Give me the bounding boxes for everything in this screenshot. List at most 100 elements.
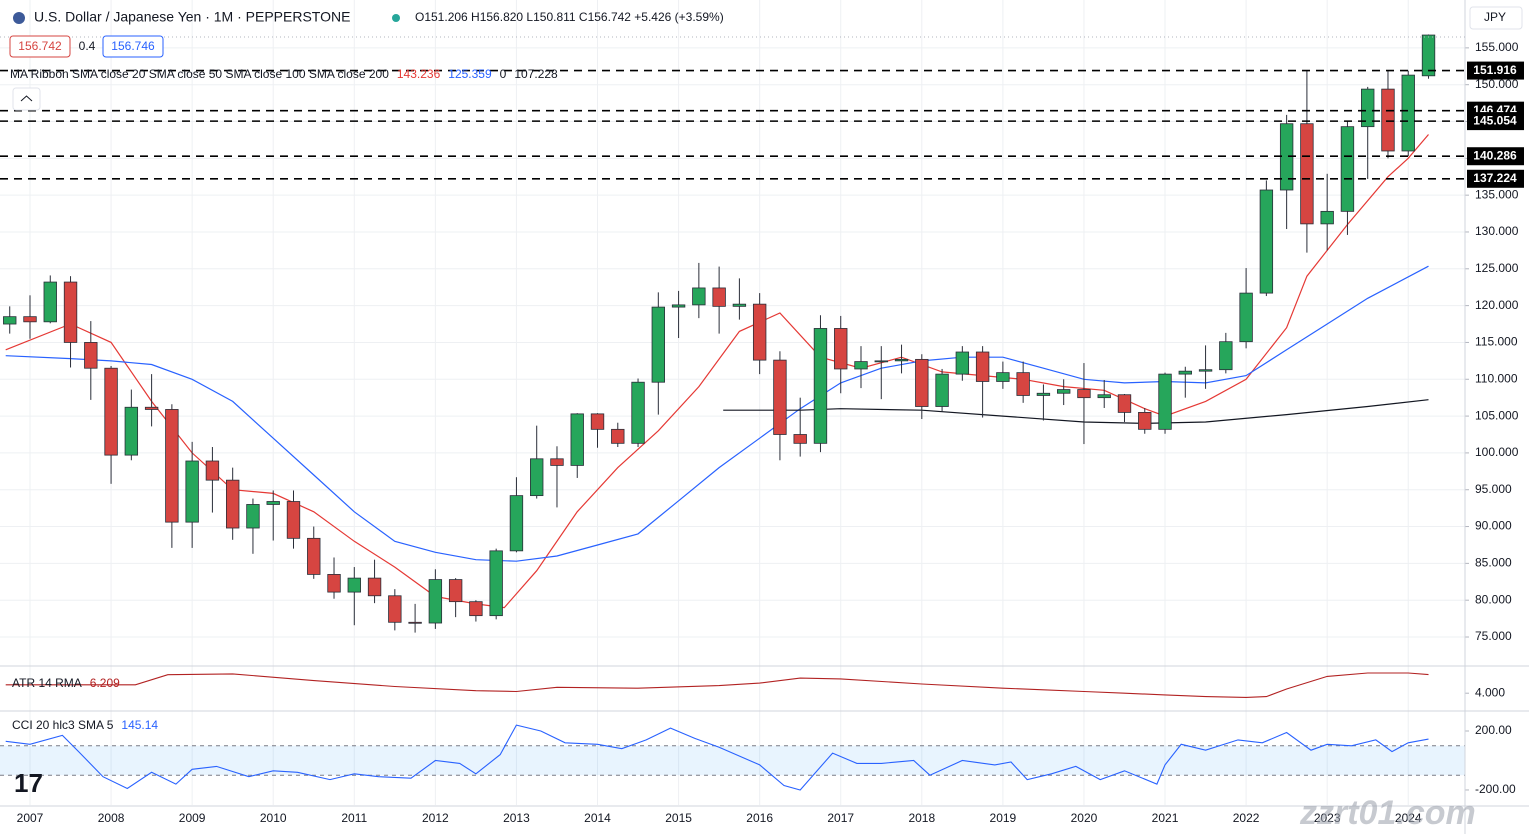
candle-body (1198, 369, 1213, 372)
candle-body (1036, 392, 1051, 396)
x-tick-label: 2015 (665, 811, 692, 825)
indicator-line (5, 672, 1429, 698)
candle-body (996, 372, 1010, 382)
candle-body (570, 413, 584, 466)
x-tick-label: 2021 (1152, 811, 1179, 825)
x-tick-label: 2007 (17, 811, 44, 825)
y-tick-label: 95.000 (1475, 482, 1512, 496)
currency-box[interactable] (1469, 6, 1523, 30)
collapse-icon (20, 95, 33, 102)
candle-body (388, 595, 402, 623)
candle-body (428, 579, 443, 624)
candle-body (793, 434, 807, 444)
indicator-name: CCI 20 hlc3 SMA 5 (12, 718, 114, 732)
x-tick-label: 2019 (990, 811, 1017, 825)
y-tick-label: 85.000 (1475, 556, 1512, 570)
x-tick-label: 2017 (827, 811, 854, 825)
level-tag (1467, 61, 1524, 80)
candle-body (813, 328, 828, 444)
tv-logo: 17 (14, 768, 43, 798)
level-label: 137.224 (1473, 171, 1517, 185)
candle-body (347, 577, 361, 593)
candle-body (1138, 412, 1152, 430)
y-tick-label: 155.000 (1475, 40, 1519, 54)
candle-body (489, 550, 503, 617)
candle-body (144, 406, 159, 410)
candle-body (1178, 370, 1192, 375)
collapse-button[interactable] (12, 87, 41, 111)
spread: 0.4 (79, 39, 96, 53)
flag-icon (13, 12, 25, 24)
candle-body (773, 359, 787, 435)
ask-box[interactable] (102, 35, 164, 58)
candle-body (104, 367, 118, 456)
y-tick-label: 4.000 (1475, 685, 1505, 699)
candle-body (307, 537, 321, 575)
y-tick-label: 75.000 (1475, 629, 1512, 643)
candle-body (165, 409, 179, 523)
candle-body (23, 316, 37, 323)
candle-body (1239, 292, 1253, 343)
ohlc: O151.206 H156.820 L150.811 C156.742 +5.4… (415, 10, 724, 24)
candle-body (1158, 373, 1172, 430)
y-tick-label: 200.00 (1475, 723, 1512, 737)
ma-legend-title: MA Ribbon SMA close 20 SMA close 50 SMA … (10, 67, 389, 81)
ma-legend: MA Ribbon SMA close 20 SMA close 50 SMA … (10, 67, 558, 81)
candle-body (1259, 189, 1274, 294)
x-tick-label: 2009 (179, 811, 206, 825)
x-tick-label: 2014 (584, 811, 611, 825)
cci-band (0, 745, 1465, 776)
candle-body (834, 328, 848, 370)
y-tick-label: 105.000 (1475, 408, 1519, 422)
candle-body (124, 406, 139, 456)
y-tick-label: 80.000 (1475, 592, 1512, 606)
candle-body (1077, 389, 1091, 399)
candle-body (266, 501, 280, 505)
y-tick-label: 120.000 (1475, 298, 1519, 312)
candle-body (915, 358, 929, 407)
candle-body (185, 460, 199, 523)
candle-body (671, 304, 686, 308)
indicator-line (5, 265, 1429, 562)
candle-body (752, 303, 767, 361)
level-tag (1467, 169, 1524, 188)
candle-body (1219, 341, 1233, 371)
candle-body (286, 501, 301, 539)
y-tick-label: 125.000 (1475, 261, 1519, 275)
y-tick-label: 100.000 (1475, 445, 1519, 459)
candle-body (1421, 34, 1436, 77)
indicator-value: 145.14 (121, 718, 158, 732)
x-tick-label: 2024 (1395, 811, 1422, 825)
candle-body (894, 358, 909, 362)
ma-legend-value: 0 (500, 67, 507, 81)
x-tick-label: 2011 (341, 811, 367, 825)
bid-box[interactable] (9, 35, 71, 58)
candle-body (408, 621, 422, 624)
indicator-title: CCI 20 hlc3 SMA 5 145.14 (12, 718, 158, 732)
candle-body (1340, 126, 1355, 212)
candle-body (1117, 394, 1132, 413)
ma-legend-value: 125.359 (448, 67, 492, 81)
candle-body (854, 361, 868, 370)
ask: 156.746 (111, 39, 155, 53)
candle-body (84, 342, 98, 369)
y-tick-label: 150.000 (1475, 77, 1519, 91)
currency: JPY (1484, 10, 1506, 24)
x-tick-label: 2012 (422, 811, 449, 825)
candle-body (63, 281, 78, 343)
candle-body (975, 351, 990, 382)
candle-body (1057, 389, 1071, 394)
ma-legend-value: 143.236 (397, 67, 441, 81)
candle-body (246, 504, 260, 529)
candle-body (1361, 88, 1375, 128)
candle-body (43, 281, 57, 323)
ma-legend-value: 107.228 (514, 67, 558, 81)
status-dot (392, 14, 400, 22)
indicator-name: ATR 14 RMA (12, 676, 82, 690)
x-tick-label: 2023 (1314, 811, 1341, 825)
candle-body (1016, 372, 1030, 396)
candle-body (1401, 74, 1415, 152)
candle-body (530, 458, 544, 497)
